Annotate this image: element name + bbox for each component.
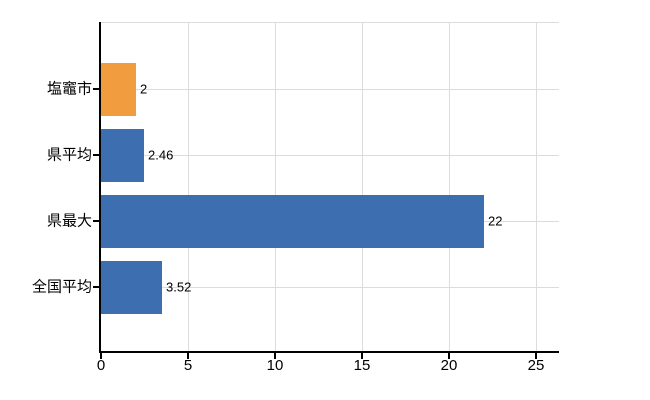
bar-県平均 — [101, 128, 144, 182]
gridline-vertical — [449, 22, 450, 352]
y-axis-label: 県平均 — [46, 146, 92, 164]
y-axis-label: 県最大 — [46, 212, 92, 230]
bar-value-label: 22 — [488, 213, 503, 229]
x-axis-tick-label: 15 — [353, 357, 371, 374]
bar-value-label: 2 — [140, 81, 148, 97]
gridline-horizontal — [101, 155, 559, 156]
y-axis-label: 全国平均 — [31, 278, 92, 296]
x-axis-tick-label: 0 — [96, 357, 106, 374]
x-axis-tick — [187, 353, 189, 359]
x-axis-tick — [535, 353, 537, 359]
bar-塩竈市 — [101, 62, 136, 116]
gridline-horizontal — [101, 287, 559, 288]
x-axis-line — [99, 351, 559, 353]
plot-top-border — [100, 22, 559, 23]
x-axis-tick-label: 25 — [527, 357, 545, 374]
x-axis-tick — [448, 353, 450, 359]
y-axis-label: 塩竈市 — [46, 80, 92, 98]
y-axis-tick — [93, 220, 99, 222]
gridline-horizontal — [101, 89, 559, 90]
bar-全国平均 — [101, 260, 162, 314]
gridline-vertical — [188, 22, 189, 352]
gridline-vertical — [536, 22, 537, 352]
y-axis-tick — [93, 154, 99, 156]
x-axis-tick-label: 20 — [440, 357, 458, 374]
gridline-vertical — [362, 22, 363, 352]
x-axis-tick — [100, 353, 102, 359]
gridline-vertical — [275, 22, 276, 352]
x-axis-tick-label: 10 — [266, 357, 284, 374]
bar-value-label: 3.52 — [166, 279, 192, 295]
y-axis-tick — [93, 88, 99, 90]
x-axis-tick — [361, 353, 363, 359]
y-axis-tick — [93, 286, 99, 288]
bar-県最大 — [101, 194, 484, 248]
x-axis-tick — [274, 353, 276, 359]
x-axis-tick-label: 5 — [183, 357, 193, 374]
y-axis-line — [99, 22, 101, 352]
bar-value-label: 2.46 — [148, 147, 174, 163]
